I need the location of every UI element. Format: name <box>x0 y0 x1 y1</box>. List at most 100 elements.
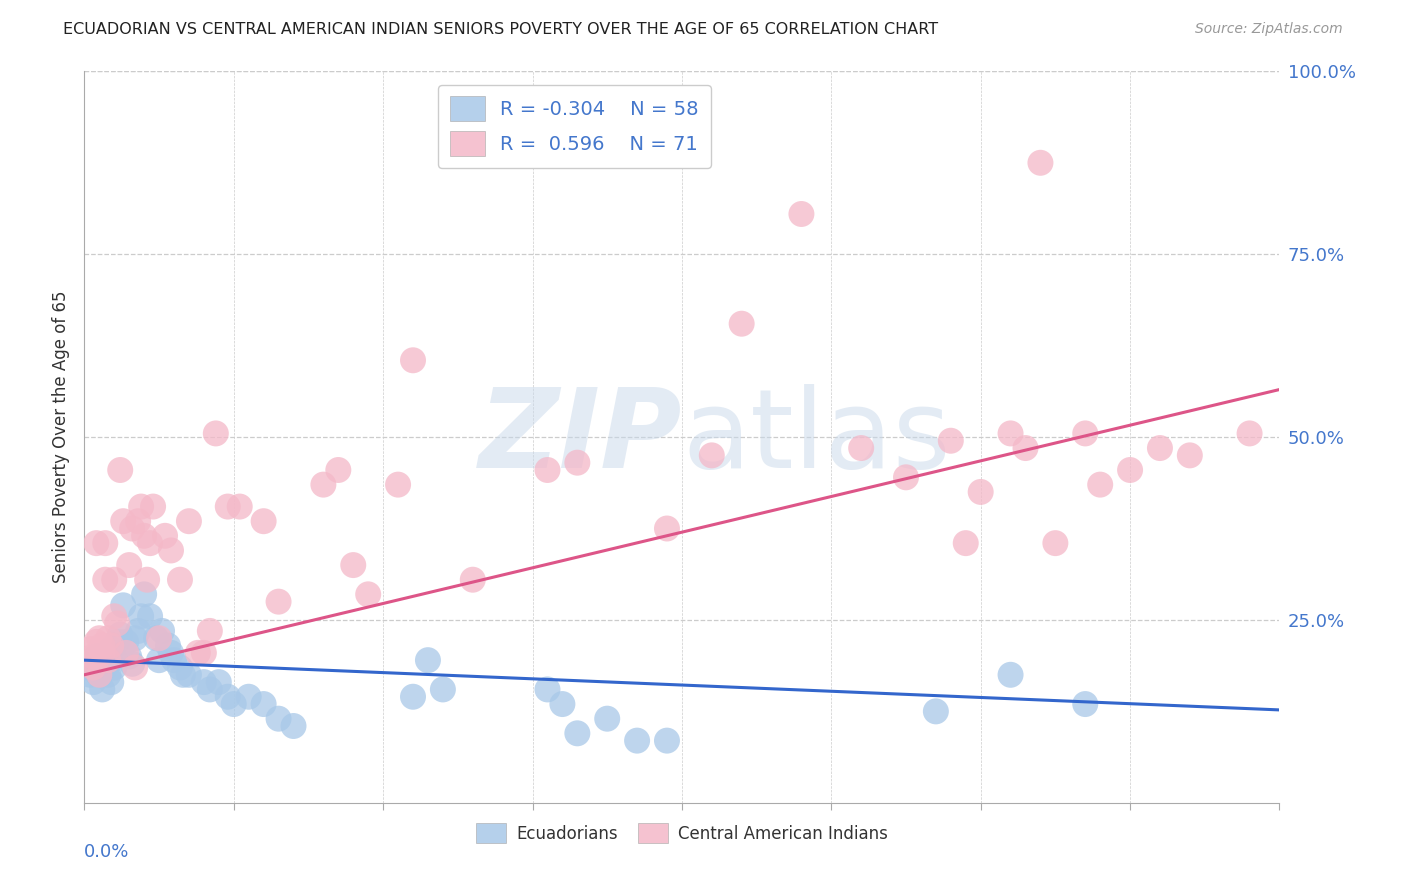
Point <box>127 514 149 528</box>
Point <box>132 529 156 543</box>
Point <box>1000 667 1022 681</box>
Point <box>89 667 111 681</box>
Point <box>700 448 723 462</box>
Point <box>894 470 917 484</box>
Point <box>150 624 173 638</box>
Point <box>253 514 276 528</box>
Point <box>94 649 117 664</box>
Point <box>253 697 276 711</box>
Point <box>177 667 200 681</box>
Point <box>148 653 170 667</box>
Point <box>193 646 215 660</box>
Point <box>157 639 180 653</box>
Point <box>1119 463 1142 477</box>
Point <box>118 558 141 573</box>
Point <box>86 536 108 550</box>
Point <box>955 536 977 550</box>
Point <box>118 649 141 664</box>
Point <box>267 594 290 608</box>
Point <box>402 690 425 704</box>
Point <box>551 697 574 711</box>
Point <box>97 653 120 667</box>
Point <box>94 536 117 550</box>
Point <box>139 609 162 624</box>
Point <box>222 697 245 711</box>
Point <box>112 514 135 528</box>
Point <box>283 719 305 733</box>
Point <box>94 573 117 587</box>
Point <box>100 642 122 657</box>
Point <box>115 646 138 660</box>
Point <box>91 646 114 660</box>
Legend: Ecuadorians, Central American Indians: Ecuadorians, Central American Indians <box>470 817 894 849</box>
Point <box>153 529 176 543</box>
Point <box>163 653 186 667</box>
Point <box>169 573 191 587</box>
Point <box>160 646 183 660</box>
Point <box>939 434 962 448</box>
Point <box>970 485 993 500</box>
Point <box>89 632 111 646</box>
Point <box>387 477 409 491</box>
Point <box>461 573 484 587</box>
Point <box>626 733 648 747</box>
Point <box>1074 697 1097 711</box>
Point <box>89 667 111 681</box>
Point <box>177 514 200 528</box>
Point <box>1149 441 1171 455</box>
Point <box>655 733 678 747</box>
Point <box>82 649 104 664</box>
Point <box>925 705 948 719</box>
Point <box>94 660 117 674</box>
Point <box>121 657 143 671</box>
Point <box>193 675 215 690</box>
Point <box>205 426 228 441</box>
Point <box>82 660 104 674</box>
Point <box>402 353 425 368</box>
Point <box>132 587 156 601</box>
Point <box>851 441 873 455</box>
Point <box>536 463 558 477</box>
Point <box>145 632 167 646</box>
Text: ZIP: ZIP <box>478 384 682 491</box>
Point <box>105 635 128 649</box>
Point <box>82 657 104 671</box>
Text: ECUADORIAN VS CENTRAL AMERICAN INDIAN SENIORS POVERTY OVER THE AGE OF 65 CORRELA: ECUADORIAN VS CENTRAL AMERICAN INDIAN SE… <box>63 22 938 37</box>
Point <box>142 500 165 514</box>
Point <box>127 624 149 638</box>
Point <box>91 682 114 697</box>
Point <box>328 463 350 477</box>
Text: atlas: atlas <box>682 384 950 491</box>
Point <box>97 632 120 646</box>
Point <box>76 657 98 671</box>
Point <box>100 639 122 653</box>
Point <box>1178 448 1201 462</box>
Text: Source: ZipAtlas.com: Source: ZipAtlas.com <box>1195 22 1343 37</box>
Point <box>217 690 239 704</box>
Point <box>124 660 146 674</box>
Point <box>536 682 558 697</box>
Point <box>105 616 128 631</box>
Point <box>112 599 135 613</box>
Point <box>136 573 159 587</box>
Point <box>1029 156 1052 170</box>
Point <box>79 642 101 657</box>
Text: 0.0%: 0.0% <box>84 843 129 861</box>
Point <box>103 660 125 674</box>
Point <box>103 649 125 664</box>
Point <box>217 500 239 514</box>
Point <box>731 317 754 331</box>
Point <box>790 207 813 221</box>
Point <box>432 682 454 697</box>
Point <box>267 712 290 726</box>
Point <box>79 667 101 681</box>
Point <box>160 543 183 558</box>
Point <box>416 653 439 667</box>
Point <box>121 521 143 535</box>
Point <box>1074 426 1097 441</box>
Point <box>86 649 108 664</box>
Point <box>148 632 170 646</box>
Point <box>172 667 194 681</box>
Point <box>91 657 114 671</box>
Point <box>91 639 114 653</box>
